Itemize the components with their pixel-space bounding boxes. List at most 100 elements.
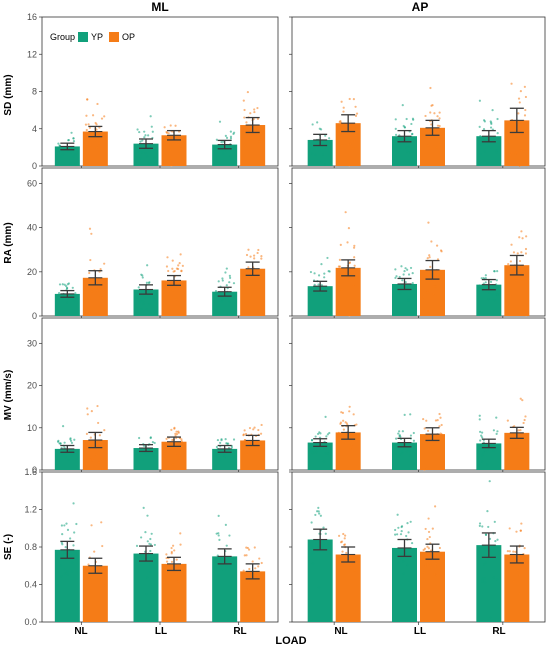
point-sd-ml-rl-yp [218, 120, 222, 123]
point-se-ap-ll-yp [396, 533, 399, 536]
point-se-ml-ll-yp [149, 563, 152, 566]
point-mv-ap-nl-yp [310, 439, 314, 442]
point-se-ml-nl-yp [63, 572, 66, 575]
point-sd-ap-rl-yp [491, 109, 494, 112]
point-sd-ap-nl-op [352, 98, 355, 101]
point-se-ap-nl-yp [317, 506, 320, 509]
point-ra-ap-rl-yp [488, 291, 491, 295]
point-ra-ap-ll-yp [407, 273, 411, 276]
point-ra-ap-ll-op [433, 285, 436, 288]
point-mv-ap-nl-yp [316, 443, 319, 446]
point-sd-ap-rl-op [522, 150, 525, 153]
point-se-ml-ll-op [179, 532, 182, 535]
point-ra-ml-rl-op [249, 293, 252, 296]
point-sd-ml-rl-yp [229, 130, 232, 133]
point-se-ml-ll-op [170, 550, 173, 554]
point-se-ml-rl-yp [217, 534, 220, 537]
point-sd-ml-nl-op [95, 123, 98, 126]
point-sd-ml-rl-op [247, 138, 251, 141]
point-sd-ap-ll-op [436, 124, 440, 127]
point-se-ap-nl-op [338, 559, 342, 563]
point-sd-ml-ll-op [169, 144, 172, 147]
point-ra-ml-nl-op [85, 312, 88, 315]
point-sd-ml-ll-yp [144, 134, 147, 137]
point-ra-ml-ll-op [172, 270, 175, 273]
point-mv-ap-nl-yp [313, 450, 316, 454]
bar-ra-ml-ll-op [161, 280, 187, 316]
point-mv-ap-nl-op [345, 422, 348, 425]
y-tick-label-ra-ml-0: 0 [32, 311, 37, 321]
point-sd-ap-nl-op [349, 136, 352, 140]
point-sd-ml-ll-yp [141, 151, 144, 154]
point-ra-ap-nl-op [338, 258, 342, 262]
point-sd-ml-nl-op [95, 146, 98, 149]
point-sd-ml-nl-op [85, 114, 88, 117]
point-mv-ap-ll-op [434, 419, 438, 422]
point-ra-ap-ll-op [423, 272, 427, 275]
point-se-ml-nl-op [103, 567, 106, 570]
point-ra-ap-rl-op [507, 263, 510, 266]
point-ra-ml-nl-op [97, 287, 100, 290]
point-mv-ap-nl-yp [313, 443, 317, 446]
point-se-ml-ll-op [179, 543, 182, 546]
point-sd-ml-nl-yp [74, 153, 77, 156]
point-se-ml-rl-op [243, 591, 246, 594]
point-se-ml-ll-yp [149, 543, 153, 546]
point-sd-ap-nl-op [353, 139, 356, 142]
point-se-ml-rl-yp [229, 566, 232, 569]
point-ra-ml-nl-yp [73, 299, 76, 303]
point-sd-ap-rl-op [518, 101, 521, 104]
point-ra-ml-ll-yp [140, 308, 143, 311]
point-mv-ap-ll-yp [398, 434, 401, 437]
x-axis-title: LOAD [275, 635, 306, 646]
point-se-ml-rl-op [251, 560, 254, 563]
point-se-ml-rl-op [260, 561, 263, 565]
point-sd-ml-rl-yp [222, 152, 225, 155]
point-ra-ml-rl-op [256, 251, 259, 255]
point-sd-ml-rl-op [253, 108, 256, 111]
point-ra-ap-ll-yp [406, 268, 409, 271]
point-sd-ml-ll-yp [139, 140, 142, 143]
point-sd-ml-ll-yp [144, 152, 147, 155]
point-sd-ap-ll-op [428, 136, 431, 139]
point-se-ap-ll-op [434, 505, 437, 508]
point-ra-ml-rl-yp [217, 292, 221, 295]
point-sd-ap-rl-yp [495, 151, 499, 154]
point-se-ml-rl-op [248, 572, 251, 575]
point-se-ap-rl-yp [486, 510, 489, 513]
point-ra-ap-nl-yp [313, 283, 316, 286]
point-ra-ml-rl-op [253, 254, 256, 257]
point-ra-ml-ll-op [165, 265, 169, 268]
point-ra-ap-nl-yp [325, 287, 328, 290]
point-se-ml-nl-yp [72, 544, 75, 547]
point-sd-ml-rl-op [257, 138, 260, 141]
point-mv-ml-rl-yp [224, 437, 227, 441]
point-mv-ml-rl-op [252, 428, 255, 431]
point-se-ml-ll-yp [150, 532, 153, 535]
point-ra-ml-rl-op [259, 277, 262, 280]
point-se-ap-rl-op [506, 550, 509, 553]
point-sd-ap-nl-op [355, 112, 359, 115]
point-sd-ml-rl-yp [229, 137, 233, 140]
panel-se-ml [41, 471, 279, 623]
point-se-ap-nl-op [338, 534, 341, 537]
point-mv-ap-ll-op [429, 446, 432, 450]
point-se-ml-ll-yp [146, 514, 149, 517]
point-se-ml-nl-yp [75, 522, 78, 526]
point-mv-ap-ll-op [438, 412, 441, 416]
point-se-ap-ll-op [422, 571, 426, 574]
point-se-ml-ll-yp [152, 557, 155, 560]
point-sd-ap-ll-yp [394, 133, 398, 136]
point-sd-ml-nl-op [85, 128, 88, 132]
y-tick-label-se-ml-0: 0.0 [24, 617, 37, 627]
point-sd-ap-rl-op [523, 85, 526, 88]
point-ra-ml-ll-op [171, 259, 174, 262]
point-sd-ml-nl-op [89, 144, 92, 147]
point-se-ap-ll-op [427, 517, 430, 520]
point-se-ml-rl-yp [228, 534, 231, 537]
point-ra-ap-nl-op [339, 243, 342, 246]
point-se-ap-nl-op [350, 564, 353, 567]
point-ra-ap-nl-op [340, 288, 343, 291]
point-mv-ap-ll-op [426, 429, 430, 432]
point-ra-ml-rl-op [249, 255, 252, 258]
